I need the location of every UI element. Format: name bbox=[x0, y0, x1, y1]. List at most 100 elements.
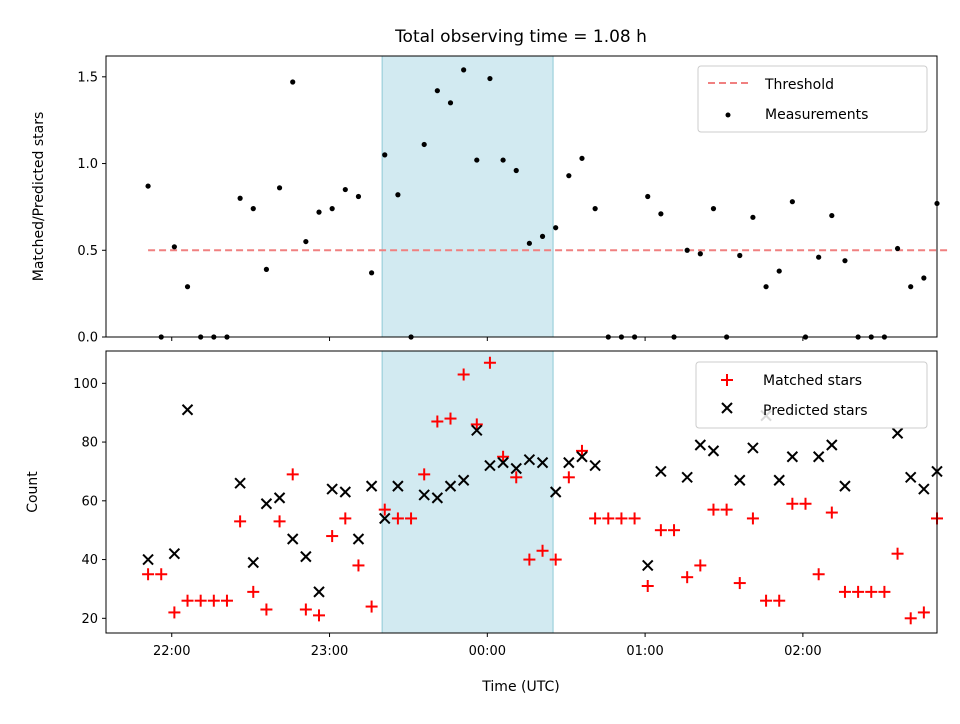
x-tick-label: 02:00 bbox=[784, 644, 821, 659]
predicted-star-point bbox=[392, 480, 404, 492]
matched-star-point bbox=[273, 515, 286, 528]
matched-star-point bbox=[326, 530, 339, 543]
measurement-point bbox=[592, 206, 598, 212]
matched-star-point bbox=[904, 612, 917, 625]
measurement-point bbox=[184, 284, 191, 290]
measurement-point bbox=[395, 192, 401, 198]
predicted-star-point bbox=[287, 533, 299, 545]
predicted-star-point bbox=[576, 451, 588, 463]
matched-star-point bbox=[733, 577, 746, 590]
predicted-star-point bbox=[839, 480, 851, 492]
measurement-point bbox=[908, 284, 914, 290]
matched-star-point bbox=[142, 568, 155, 581]
matched-star-point bbox=[773, 594, 786, 607]
x-tick-label: 01:00 bbox=[626, 644, 663, 659]
matched-star-point bbox=[799, 497, 812, 510]
measurement-point bbox=[329, 206, 335, 212]
legend-predicted-label: Predicted stars bbox=[763, 403, 868, 419]
matched-star-point bbox=[865, 585, 878, 598]
predicted-star-point bbox=[918, 483, 930, 495]
matched-star-point bbox=[891, 547, 904, 560]
top-y-axis-label: Matched/Predicted stars bbox=[31, 112, 47, 282]
matched-star-point bbox=[391, 512, 404, 525]
legend-matched-swatch bbox=[721, 374, 733, 386]
matched-star-point bbox=[562, 471, 575, 484]
predicted-star-point bbox=[326, 483, 338, 495]
predicted-star-point bbox=[497, 456, 509, 469]
bottom-y-tick-label: 20 bbox=[81, 612, 98, 627]
measurement-point bbox=[342, 186, 348, 193]
matched-star-point bbox=[838, 585, 851, 598]
measurement-point bbox=[316, 209, 322, 215]
matched-star-point bbox=[194, 594, 207, 607]
matched-star-point bbox=[878, 585, 891, 598]
predicted-star-point bbox=[300, 550, 312, 563]
predicted-star-point bbox=[655, 465, 667, 478]
matched-star-point bbox=[668, 524, 681, 537]
bottom-y-tick-label: 100 bbox=[73, 377, 98, 392]
predicted-star-point bbox=[418, 489, 430, 501]
bottom-y-tick-label: 80 bbox=[81, 436, 98, 451]
measurement-point bbox=[579, 155, 585, 161]
top-panel: 0.0 0.5 1.0 1.5 Matched/Predicted stars Thr… bbox=[31, 55, 951, 346]
predicted-star-point bbox=[549, 486, 562, 498]
measurement-point bbox=[421, 141, 427, 148]
measurement-point bbox=[842, 258, 848, 264]
top-legend-box bbox=[697, 65, 928, 133]
matched-star-point bbox=[641, 580, 654, 592]
matched-star-point bbox=[405, 512, 418, 525]
predicted-star-point bbox=[891, 427, 904, 439]
matched-star-point bbox=[602, 512, 615, 525]
measurement-point bbox=[145, 183, 151, 189]
measurement-point bbox=[776, 268, 782, 274]
matched-star-point bbox=[786, 497, 799, 510]
matched-star-point bbox=[220, 594, 233, 607]
measurement-point bbox=[697, 251, 703, 257]
bottom-legend-box bbox=[695, 361, 928, 429]
measurement-point bbox=[684, 247, 690, 253]
predicted-star-point bbox=[642, 559, 654, 572]
measurement-point bbox=[816, 254, 822, 260]
bottom-legend: Matched stars Predicted stars bbox=[695, 361, 928, 429]
measurement-point bbox=[355, 193, 362, 200]
matched-star-point bbox=[575, 444, 588, 457]
predicted-star-point bbox=[260, 498, 273, 510]
matched-star-point bbox=[497, 450, 510, 463]
predicted-star-point bbox=[904, 471, 917, 484]
matched-star-point bbox=[470, 418, 483, 431]
measurement-point bbox=[553, 225, 559, 231]
measurement-point bbox=[250, 206, 256, 212]
matched-star-point bbox=[339, 512, 352, 525]
measurement-point bbox=[710, 206, 717, 212]
predicted-star-point bbox=[313, 586, 325, 598]
matched-star-point bbox=[523, 553, 536, 566]
predicted-star-point bbox=[142, 553, 154, 566]
predicted-star-point bbox=[826, 439, 838, 451]
measurement-point bbox=[566, 173, 572, 179]
matched-star-point bbox=[746, 512, 759, 525]
matched-star-point bbox=[483, 356, 496, 369]
matched-star-point bbox=[510, 471, 523, 484]
matched-star-point bbox=[365, 600, 378, 613]
measurement-point bbox=[171, 244, 177, 250]
predicted-star-point bbox=[457, 474, 470, 486]
measurement-point bbox=[263, 266, 270, 272]
measurement-point bbox=[237, 195, 243, 201]
matched-star-point bbox=[852, 585, 865, 598]
predicted-star-point bbox=[812, 451, 825, 463]
measurement-point bbox=[513, 167, 519, 174]
bottom-y-tick-label: 60 bbox=[81, 494, 98, 509]
matched-star-point bbox=[615, 512, 628, 525]
legend-measurements-swatch bbox=[725, 112, 731, 118]
predicted-star-point bbox=[352, 533, 365, 545]
measurement-point bbox=[645, 193, 651, 200]
predicted-star-point bbox=[379, 512, 391, 525]
measurement-point bbox=[303, 238, 309, 245]
x-axis-label: Time (UTC) bbox=[481, 679, 559, 695]
matched-star-point bbox=[654, 524, 667, 537]
matched-star-point bbox=[181, 594, 194, 607]
predicted-star-point bbox=[707, 445, 720, 457]
matched-star-point bbox=[155, 568, 168, 581]
predicted-star-point bbox=[365, 480, 378, 492]
